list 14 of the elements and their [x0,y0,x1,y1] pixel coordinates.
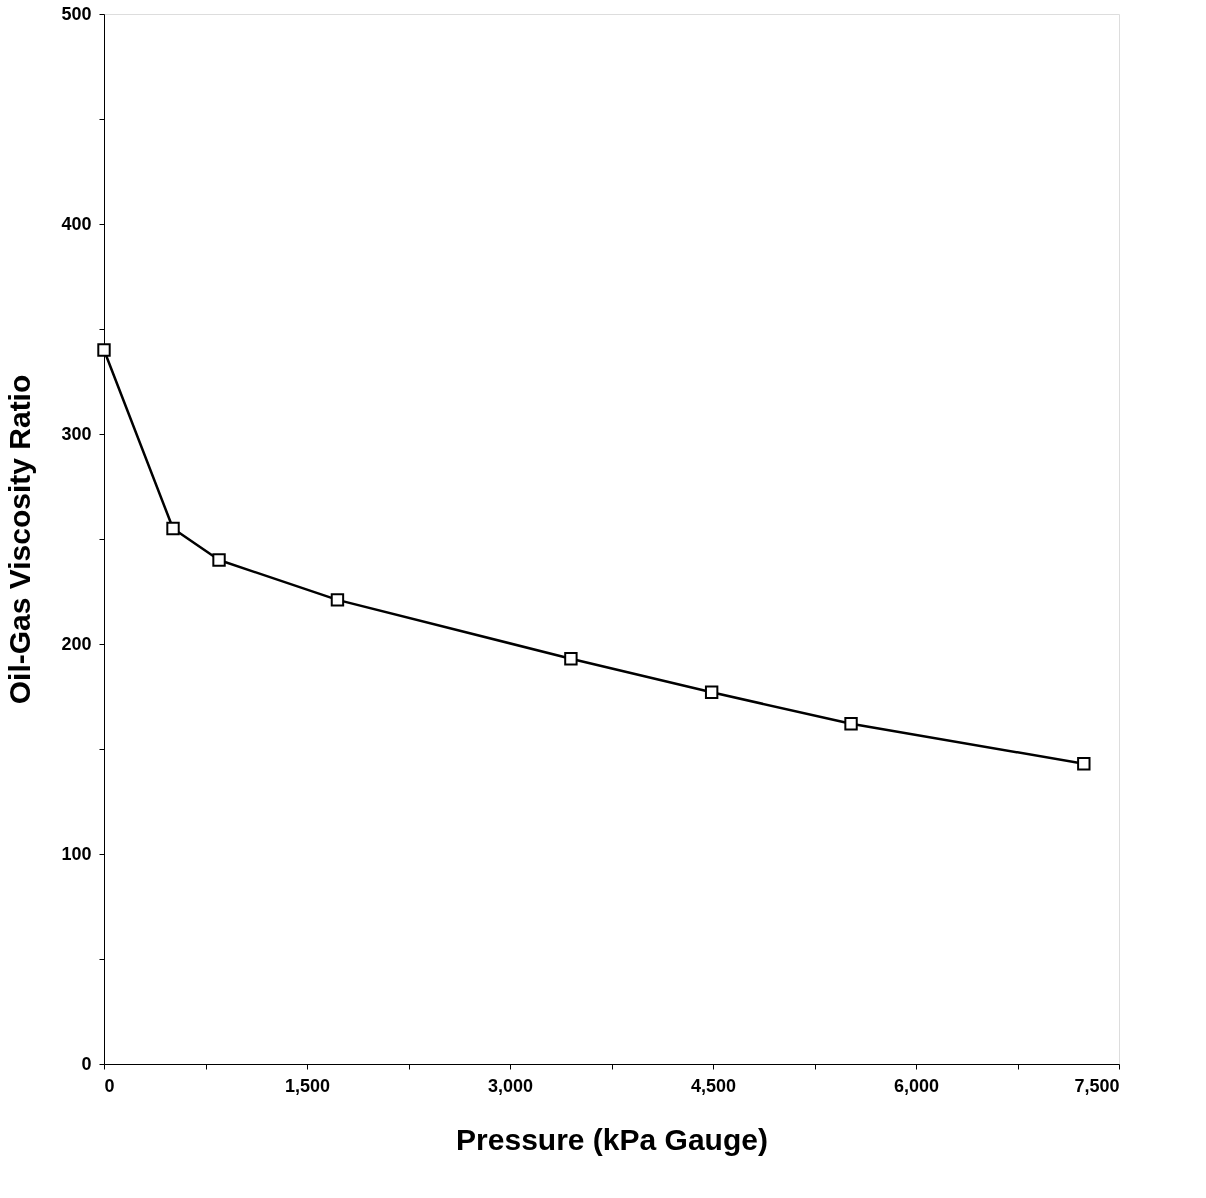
y-tick-label: 0 [81,1053,92,1074]
y-tick-label: 100 [61,843,92,864]
y-axis-title: Oil-Gas Viscosity Ratio [3,374,37,705]
x-tick-label: 1,500 [284,1075,331,1096]
y-tick-label: 300 [61,423,92,444]
x-tick-label: 7,500 [1074,1075,1120,1096]
x-tick-label: 4,500 [690,1075,737,1096]
x-tick-label: 0 [104,1075,115,1096]
x-tick-label: 6,000 [893,1075,940,1096]
y-tick-label: 200 [61,633,92,654]
y-tick-label: 400 [61,213,92,234]
x-axis-title: Pressure (kPa Gauge) [456,1122,768,1156]
x-tick-label: 3,000 [487,1075,534,1096]
y-tick-label: 500 [61,3,92,24]
